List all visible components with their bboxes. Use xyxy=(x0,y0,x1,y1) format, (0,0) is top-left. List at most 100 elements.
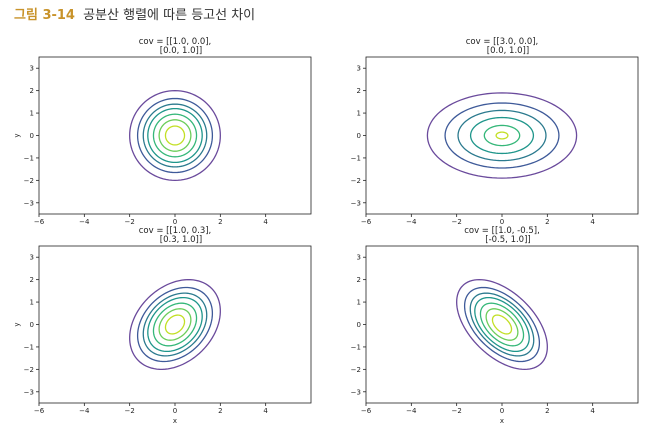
contour-line-1 xyxy=(129,278,221,371)
x-tick-label: 0 xyxy=(500,218,504,226)
y-tick-label: 3 xyxy=(30,65,34,73)
y-tick-label: 2 xyxy=(357,87,361,95)
y-tick-label: −1 xyxy=(24,154,34,162)
axes-frame xyxy=(365,245,639,404)
panel-title: cov = [[1.0, 0.3],[0.3, 1.0]] xyxy=(139,226,212,245)
contour-line-6 xyxy=(495,131,509,140)
y-tick-label: −3 xyxy=(24,388,34,396)
x-tick-label: 0 xyxy=(173,407,177,415)
contour-line-1 xyxy=(129,89,221,182)
contour-line-3 xyxy=(142,103,208,168)
x-tick-label: 2 xyxy=(218,218,222,226)
panel-title-line-2: [0.0, 1.0]] xyxy=(487,46,529,56)
contour-lines xyxy=(129,278,221,371)
contour-line-5 xyxy=(479,302,525,347)
y-tick-label: 2 xyxy=(357,276,361,284)
x-tick-label: 4 xyxy=(590,218,595,226)
contour-lines xyxy=(129,89,221,182)
y-axis-label: y xyxy=(13,322,21,326)
x-tick-label: −6 xyxy=(34,218,45,226)
y-tick-label: 1 xyxy=(357,110,361,118)
contour-line-5 xyxy=(152,302,198,347)
contour-line-2 xyxy=(136,286,214,363)
y-tick-label: 3 xyxy=(357,65,361,73)
x-tick-label: 4 xyxy=(263,218,268,226)
y-tick-label: 1 xyxy=(357,299,361,307)
x-axis-label: x xyxy=(173,417,177,425)
contour-line-1 xyxy=(426,92,578,179)
y-tick-label: −2 xyxy=(24,177,34,185)
contour-line-1 xyxy=(456,278,548,371)
y-tick-label: −2 xyxy=(351,366,361,374)
y-tick-label: 3 xyxy=(30,254,34,262)
contour-line-2 xyxy=(444,102,560,169)
x-tick-label: 4 xyxy=(590,407,595,415)
contour-line-6 xyxy=(158,308,192,341)
panel-title-line-1: cov = [[1.0, -0.5], xyxy=(464,226,540,236)
x-tick-label: −4 xyxy=(406,407,417,415)
x-tick-label: −2 xyxy=(452,407,462,415)
contour-line-5 xyxy=(483,124,521,147)
axes-frame xyxy=(38,56,312,215)
contour-line-4 xyxy=(147,296,203,353)
x-tick-label: −2 xyxy=(452,218,462,226)
x-tick-label: 4 xyxy=(263,407,268,415)
y-tick-label: −2 xyxy=(351,177,361,185)
y-tick-label: 0 xyxy=(357,132,361,140)
contour-line-3 xyxy=(457,109,547,162)
figure-number: 그림 3-14 xyxy=(14,8,75,23)
panel-title-line-1: cov = [[1.0, 0.3], xyxy=(139,226,212,236)
contour-line-6 xyxy=(485,308,519,341)
figure-caption-text: 공분산 행렬에 따른 등고선 차이 xyxy=(83,8,256,23)
panel-title-line-1: cov = [[3.0, 0.0], xyxy=(466,37,539,47)
contour-line-5 xyxy=(152,113,198,158)
y-tick-label: 1 xyxy=(30,299,34,307)
panel-title-line-2: [0.0, 1.0]] xyxy=(160,46,202,56)
y-tick-label: 1 xyxy=(30,110,34,118)
contour-line-7 xyxy=(164,314,186,335)
x-tick-label: −4 xyxy=(79,407,90,415)
x-tick-label: 2 xyxy=(545,218,549,226)
contour-line-4 xyxy=(147,107,203,164)
y-tick-label: −3 xyxy=(351,388,361,396)
x-tick-label: −2 xyxy=(125,407,135,415)
panel-title-line-2: [-0.5, 1.0]] xyxy=(485,235,530,245)
contour-line-2 xyxy=(136,97,214,174)
x-tick-label: 0 xyxy=(500,407,504,415)
y-tick-label: −3 xyxy=(351,199,361,207)
chart-panel-3: −6 −4 −2 0 2 4 −3 −2 −1 0 1 2 3 x y cov = [[1.0, 0.3],[… xyxy=(13,226,312,425)
x-tick-label: 0 xyxy=(173,218,177,226)
x-tick-label: 2 xyxy=(545,407,549,415)
chart-panel-4: −6 −4 −2 0 2 4 −3 −2 −1 0 1 2 3 x cov = [[1.0, -0.5],[… xyxy=(351,226,639,425)
y-tick-label: −1 xyxy=(24,343,34,351)
x-tick-label: 2 xyxy=(218,407,222,415)
y-tick-label: 0 xyxy=(357,321,361,329)
contour-line-4 xyxy=(469,116,535,155)
panel-title: cov = [[1.0, 0.0],[0.0, 1.0]] xyxy=(139,37,212,56)
x-tick-label: −4 xyxy=(79,218,90,226)
figure-caption: 그림 3-14 공분산 행렬에 따른 등고선 차이 xyxy=(14,6,255,26)
panel-title-line-1: cov = [[1.0, 0.0], xyxy=(139,37,212,47)
x-tick-label: −2 xyxy=(125,218,135,226)
y-tick-label: 0 xyxy=(30,321,34,329)
contour-line-3 xyxy=(142,292,208,357)
contour-line-3 xyxy=(469,292,535,357)
contour-lines xyxy=(426,92,578,179)
x-tick-label: −6 xyxy=(361,407,372,415)
y-tick-label: 0 xyxy=(30,132,34,140)
contour-line-2 xyxy=(463,286,541,363)
y-tick-label: 3 xyxy=(357,254,361,262)
y-tick-label: −1 xyxy=(351,154,361,162)
y-tick-label: 2 xyxy=(30,87,34,95)
y-tick-label: −2 xyxy=(24,366,34,374)
contour-lines xyxy=(456,278,548,371)
panel-title: cov = [[3.0, 0.0],[0.0, 1.0]] xyxy=(466,37,539,56)
contour-line-7 xyxy=(164,125,186,146)
chart-panel-1: −6 −4 −2 0 2 4 −3 −2 −1 0 1 2 3 y cov = [[1.0, 0.0],[0… xyxy=(13,37,312,226)
y-tick-label: −1 xyxy=(351,343,361,351)
y-tick-label: 2 xyxy=(30,276,34,284)
x-tick-label: −4 xyxy=(406,218,417,226)
panel-title: cov = [[1.0, -0.5],[-0.5, 1.0]] xyxy=(464,226,540,245)
